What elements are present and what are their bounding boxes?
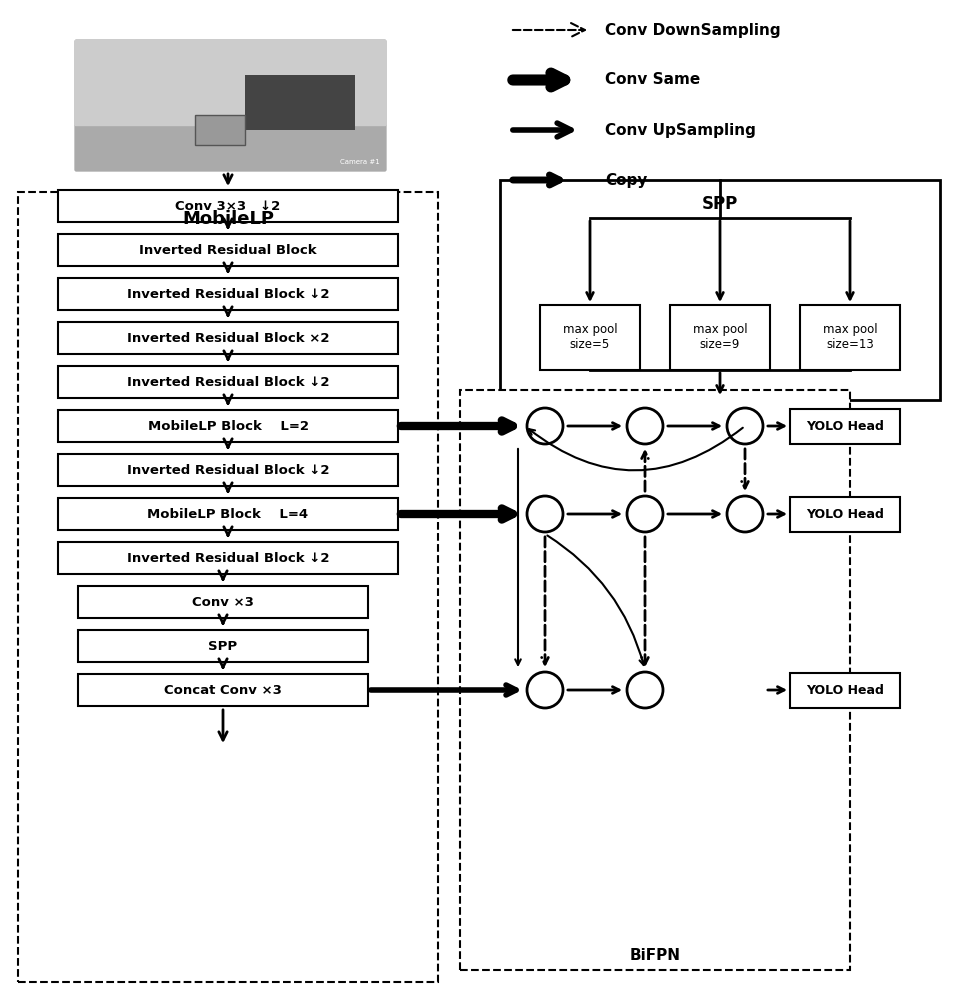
Text: Conv DownSampling: Conv DownSampling xyxy=(605,22,781,37)
Text: Conv Same: Conv Same xyxy=(605,73,700,88)
Text: Copy: Copy xyxy=(605,172,647,188)
Text: Inverted Residual Block ×2: Inverted Residual Block ×2 xyxy=(127,332,329,344)
FancyBboxPatch shape xyxy=(58,498,398,530)
FancyBboxPatch shape xyxy=(670,305,770,370)
Text: Camera #1: Camera #1 xyxy=(340,159,380,165)
Circle shape xyxy=(727,496,763,532)
Text: Inverted Residual Block ↓2: Inverted Residual Block ↓2 xyxy=(127,464,329,477)
FancyBboxPatch shape xyxy=(790,408,900,444)
FancyBboxPatch shape xyxy=(790,672,900,708)
Text: max pool
size=13: max pool size=13 xyxy=(823,324,877,352)
Circle shape xyxy=(627,672,663,708)
Text: SPP: SPP xyxy=(209,640,238,652)
FancyBboxPatch shape xyxy=(58,454,398,486)
FancyBboxPatch shape xyxy=(58,322,398,354)
Text: Concat Conv ×3: Concat Conv ×3 xyxy=(164,684,282,696)
FancyBboxPatch shape xyxy=(18,192,438,982)
FancyBboxPatch shape xyxy=(58,410,398,442)
FancyBboxPatch shape xyxy=(78,586,368,618)
FancyBboxPatch shape xyxy=(78,630,368,662)
FancyBboxPatch shape xyxy=(58,234,398,266)
Circle shape xyxy=(527,672,563,708)
Text: BiFPN: BiFPN xyxy=(630,948,680,962)
Text: max pool
size=9: max pool size=9 xyxy=(693,324,748,352)
FancyBboxPatch shape xyxy=(195,115,245,145)
FancyBboxPatch shape xyxy=(500,180,940,400)
FancyBboxPatch shape xyxy=(245,75,355,130)
Circle shape xyxy=(527,496,563,532)
Text: Conv ×3: Conv ×3 xyxy=(192,595,254,608)
FancyBboxPatch shape xyxy=(75,40,385,170)
Text: Conv 3×3   ↓2: Conv 3×3 ↓2 xyxy=(176,200,281,213)
FancyBboxPatch shape xyxy=(540,305,640,370)
Circle shape xyxy=(727,408,763,444)
Text: YOLO Head: YOLO Head xyxy=(806,508,884,520)
Text: YOLO Head: YOLO Head xyxy=(806,684,884,696)
FancyBboxPatch shape xyxy=(460,390,850,970)
FancyBboxPatch shape xyxy=(800,305,900,370)
FancyBboxPatch shape xyxy=(790,496,900,532)
Text: YOLO Head: YOLO Head xyxy=(806,420,884,432)
Text: Inverted Residual Block: Inverted Residual Block xyxy=(139,243,317,256)
FancyBboxPatch shape xyxy=(78,674,368,706)
Text: MobileLP Block    L=2: MobileLP Block L=2 xyxy=(148,420,308,432)
Text: max pool
size=5: max pool size=5 xyxy=(562,324,617,352)
FancyBboxPatch shape xyxy=(58,542,398,574)
FancyBboxPatch shape xyxy=(58,190,398,222)
Text: SPP: SPP xyxy=(702,195,738,213)
Text: MobileLP: MobileLP xyxy=(182,210,274,228)
Text: MobileLP Block    L=4: MobileLP Block L=4 xyxy=(148,508,308,520)
Text: Inverted Residual Block ↓2: Inverted Residual Block ↓2 xyxy=(127,552,329,564)
Circle shape xyxy=(627,496,663,532)
FancyBboxPatch shape xyxy=(58,366,398,398)
Circle shape xyxy=(527,408,563,444)
Text: Conv UpSampling: Conv UpSampling xyxy=(605,122,755,137)
FancyBboxPatch shape xyxy=(58,278,398,310)
Text: Inverted Residual Block ↓2: Inverted Residual Block ↓2 xyxy=(127,288,329,300)
Circle shape xyxy=(627,408,663,444)
Text: Inverted Residual Block ↓2: Inverted Residual Block ↓2 xyxy=(127,375,329,388)
